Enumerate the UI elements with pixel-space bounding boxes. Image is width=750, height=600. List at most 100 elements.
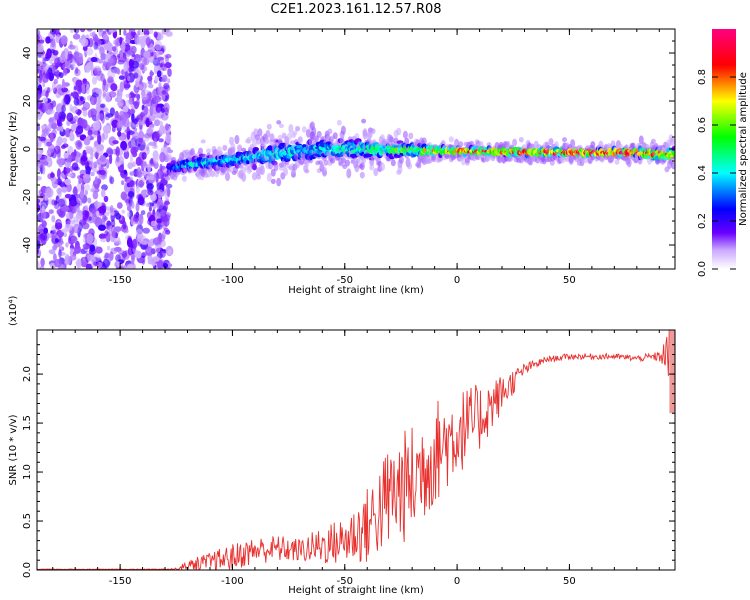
noise-blob [104,212,110,217]
snr-marks [37,330,675,570]
noise-blob [95,215,100,224]
noise-blob [125,99,130,109]
noise-blob [87,129,93,136]
noise-blob [93,253,101,263]
noise-blob [105,29,109,33]
noise-blob [60,126,64,133]
noise-blob [160,209,166,217]
spectrogram-xlabel: Height of straight line (km) [288,285,424,296]
ridge-halo [225,172,230,182]
ridge-halo [397,164,403,174]
ridge-halo [408,132,414,140]
ridge-halo [361,118,367,124]
ridge-halo [672,155,675,161]
noise-blob [75,154,79,164]
noise-blob [157,56,164,61]
noise-blob [162,262,169,269]
noise-blob [41,53,45,60]
noise-blob [43,101,50,111]
noise-blob [131,254,135,265]
x-tick-label: -100 [221,576,244,587]
noise-blob [37,100,43,110]
noise-blob [156,32,164,41]
noise-blob [121,69,125,76]
noise-blob [122,220,127,230]
noise-blob [75,67,79,74]
ridge-halo [276,120,282,125]
noise-blob [59,53,66,64]
noise-blob [71,162,79,171]
ridge-halo [359,171,365,179]
noise-blob [91,127,98,139]
noise-blob [143,29,149,34]
x-tick-label: -50 [337,576,353,587]
ridge-halo [562,137,567,143]
noise-blob [137,197,145,206]
noise-blob [105,113,114,118]
noise-blob [51,229,57,241]
noise-blob [77,141,82,148]
x-tick-label: 50 [563,275,576,286]
noise-blob [160,77,166,83]
noise-blob [131,136,140,141]
ridge-halo [402,130,408,139]
noise-blob [141,93,149,101]
noise-blob [37,109,42,121]
noise-blob [116,102,124,107]
noise-blob [154,40,162,51]
noise-blob [88,163,95,168]
noise-blob [88,156,93,164]
noise-blob [65,242,69,248]
noise-blob [98,233,107,240]
noise-blob [67,50,73,60]
noise-blob [103,216,108,221]
snr-panel: -150 -100 -50 0 50 0.0 0.5 1.0 1.5 2.0 Height of … [8,295,676,596]
noise-blob [89,244,96,252]
noise-blob [111,119,119,128]
noise-blob [121,180,125,186]
noise-blob [156,259,164,269]
noise-blob [121,209,125,214]
noise-blob [106,245,111,251]
noise-blob [93,41,99,50]
ridge-halo [314,135,319,143]
snr-ylabel: SNR (10 * v/v) [8,414,19,485]
noise-blob [41,128,49,137]
noise-blob [153,137,157,148]
noise-blob [53,69,60,75]
ridge-halo [548,138,554,146]
colorbar-label: Normalized spectral amplitude [738,72,749,226]
noise-blob [109,176,115,185]
noise-blob [100,73,105,83]
noise-blob [112,236,121,244]
ridge-halo [198,147,203,155]
noise-blob [141,152,147,160]
noise-blob [37,29,41,36]
ridge-halo [380,162,385,172]
ridge-halo [241,166,247,174]
snr-edge-band [669,330,675,414]
noise-blob [143,133,152,139]
y-tick-label: 2.0 [22,366,33,382]
noise-blob [129,171,135,176]
noise-blob [54,258,62,268]
ridge-halo [407,162,412,170]
noise-blob [94,183,100,190]
noise-blob [142,160,147,169]
noise-blob [83,124,91,131]
noise-blob [156,224,163,230]
noise-blob [120,140,128,151]
noise-blob [139,81,147,92]
noise-blob [157,50,164,55]
noise-blob [111,230,116,238]
noise-blob [58,111,66,120]
noise-blob [149,56,155,63]
ridge-halo [292,130,298,136]
noise-blob [67,172,73,178]
noise-blob [40,209,47,221]
noise-blob [128,97,133,106]
ridge-halo [256,174,261,180]
plot-title: C2E1.2023.161.12.57.R08 [270,2,442,17]
noise-blob [101,184,108,191]
noise-blob [127,235,132,241]
